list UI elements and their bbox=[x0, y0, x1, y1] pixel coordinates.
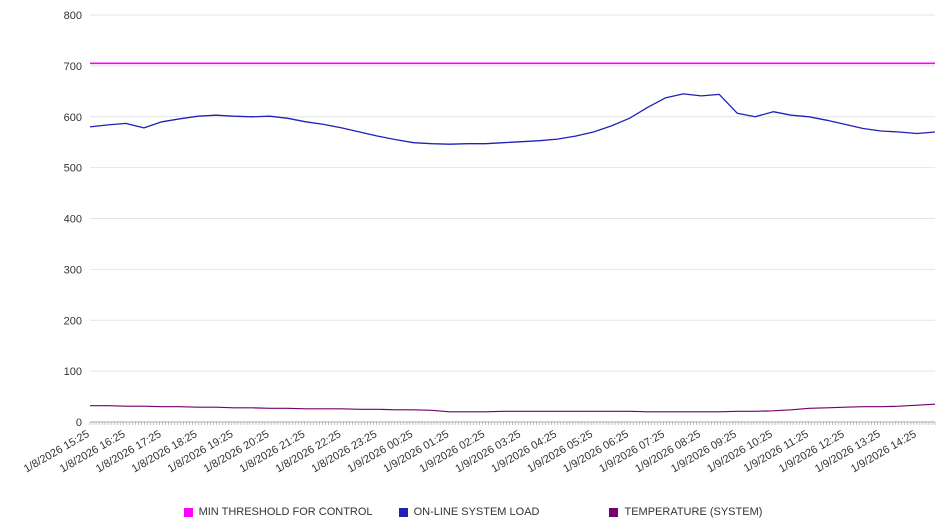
svg-text:0: 0 bbox=[76, 417, 82, 429]
svg-text:400: 400 bbox=[64, 214, 82, 226]
legend-swatch-min-threshold bbox=[183, 507, 193, 517]
chart-legend: MIN THRESHOLD FOR CONTROL ON-LINE SYSTEM… bbox=[0, 506, 946, 518]
svg-text:700: 700 bbox=[64, 61, 82, 73]
legend-item-online-system-load[interactable]: ON-LINE SYSTEM LOAD bbox=[398, 506, 540, 518]
legend-swatch-online-system-load bbox=[398, 507, 408, 517]
svg-text:100: 100 bbox=[64, 366, 82, 378]
legend-label-online-system-load: ON-LINE SYSTEM LOAD bbox=[413, 506, 540, 518]
svg-text:600: 600 bbox=[64, 112, 82, 124]
svg-text:800: 800 bbox=[64, 10, 82, 22]
legend-item-temperature-system[interactable]: TEMPERATURE (SYSTEM) bbox=[609, 506, 762, 518]
legend-item-min-threshold[interactable]: MIN THRESHOLD FOR CONTROL bbox=[183, 506, 373, 518]
legend-label-min-threshold: MIN THRESHOLD FOR CONTROL bbox=[198, 506, 373, 518]
legend-label-temperature-system: TEMPERATURE (SYSTEM) bbox=[624, 506, 763, 518]
svg-text:200: 200 bbox=[64, 315, 82, 327]
svg-text:500: 500 bbox=[64, 163, 82, 175]
legend-swatch-temperature-system bbox=[609, 507, 619, 517]
svg-text:300: 300 bbox=[64, 264, 82, 276]
